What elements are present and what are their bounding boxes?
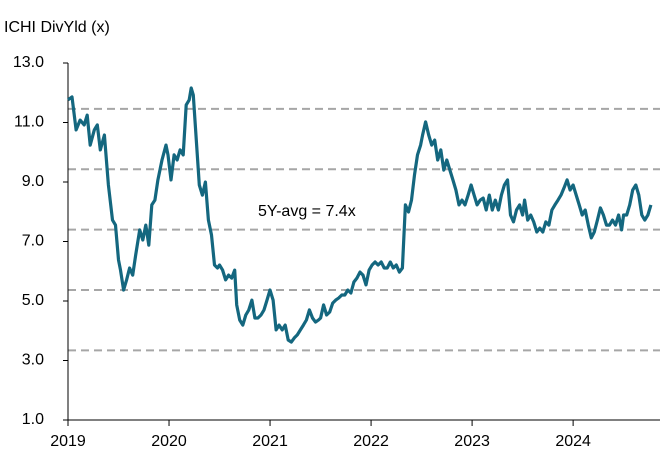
y-tick-label: 11.0 [14, 114, 44, 131]
x-tick-label: 2020 [151, 433, 187, 450]
annotation: 5Y-avg = 7.4x [258, 203, 356, 220]
y-tick-label: 9.0 [22, 173, 44, 190]
y-tick-label: 1.0 [22, 411, 44, 428]
x-tick-label: 2023 [454, 433, 490, 450]
y-tick-label: 13.0 [13, 54, 44, 71]
x-tick-label: 2022 [353, 433, 389, 450]
x-tick-label: 2021 [252, 433, 288, 450]
chart-title: ICHI DivYld (x) [4, 19, 110, 36]
line-series [67, 86, 653, 344]
y-tick-label: 7.0 [22, 233, 44, 250]
x-tick-label: 2024 [555, 433, 591, 450]
x-tick-label: 2019 [50, 433, 86, 450]
y-tick-label: 5.0 [22, 292, 44, 309]
y-tick-label: 3.0 [22, 352, 44, 369]
